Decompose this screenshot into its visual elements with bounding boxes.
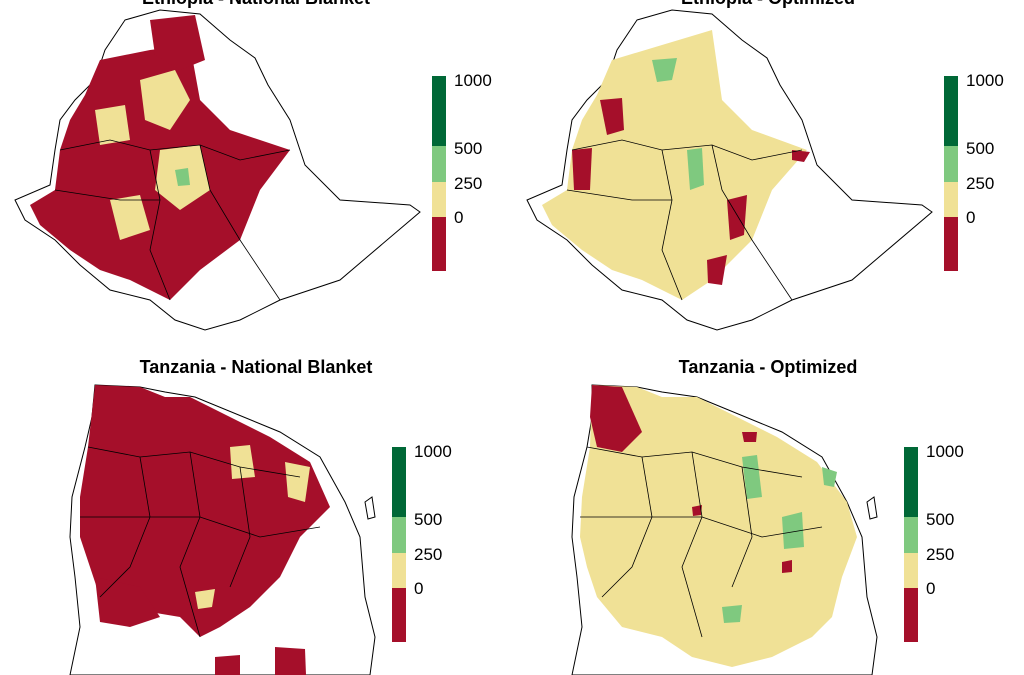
legend-swatch-high — [944, 76, 958, 146]
legend-tick-0: 0 — [966, 208, 976, 227]
legend-tick-1000: 1000 — [454, 71, 492, 90]
legend-tick-250: 250 — [966, 174, 995, 193]
legend-tick-0: 0 — [454, 208, 464, 227]
tanzania-map — [69, 384, 376, 675]
panel-ethiopia-national-blanket: Ethiopia - National Blanket 1000 500 250 — [0, 0, 512, 337]
ethiopia-map — [526, 9, 933, 331]
legend-swatch-negative — [392, 588, 406, 642]
legend-tick-0: 0 — [926, 579, 936, 598]
legend-tick-500: 500 — [966, 139, 995, 158]
legend-tick-1000: 1000 — [926, 442, 964, 461]
legend-tick-1000: 1000 — [966, 71, 1004, 90]
raster-fill — [580, 385, 857, 667]
raster-fill — [30, 15, 290, 300]
legend-swatch-low — [944, 182, 958, 217]
legend: 1000 500 250 0 — [944, 72, 1024, 286]
legend-swatch-low — [392, 553, 406, 588]
legend: 1000 500 250 0 — [392, 443, 512, 657]
legend-swatch-high — [904, 447, 918, 517]
panel-title: Ethiopia - National Blanket — [0, 0, 512, 9]
legend-tick-1000: 1000 — [414, 442, 452, 461]
region-borders — [80, 446, 321, 638]
legend-swatch-high — [392, 447, 406, 517]
panel-title: Ethiopia - Optimized — [512, 0, 1024, 9]
legend-tick-250: 250 — [926, 545, 955, 564]
legend-swatch-high — [432, 76, 446, 146]
legend-swatch-mid — [432, 146, 446, 182]
panel-title: Tanzania - National Blanket — [139, 357, 373, 377]
tanzania-map — [571, 384, 878, 675]
legend-swatch-mid — [904, 517, 918, 553]
legend-tick-500: 500 — [414, 510, 443, 529]
legend-tick-500: 500 — [454, 139, 483, 158]
legend-tick-500: 500 — [926, 510, 955, 529]
region-borders — [54, 139, 291, 301]
legend: 1000 500 250 0 — [432, 72, 512, 286]
legend-tick-250: 250 — [414, 545, 443, 564]
legend-tick-250: 250 — [454, 174, 483, 193]
panel-tanzania-optimized: Tanzania - Optimized 1000 — [512, 337, 1024, 675]
region-borders — [580, 446, 823, 638]
legend-swatch-negative — [904, 588, 918, 642]
raster-fill — [542, 30, 810, 300]
panel-tanzania-national-blanket: Tanzania - National Blanket 1000 50 — [0, 337, 512, 675]
legend-tick-0: 0 — [414, 579, 424, 598]
region-borders — [566, 139, 803, 301]
ethiopia-map — [14, 9, 421, 331]
legend-swatch-mid — [392, 517, 406, 553]
legend-swatch-low — [904, 553, 918, 588]
panel-ethiopia-optimized: Ethiopia - Optimized 1000 500 250 — [512, 0, 1024, 337]
legend-swatch-low — [432, 182, 446, 217]
legend-swatch-mid — [944, 146, 958, 182]
legend-swatch-negative — [432, 217, 446, 271]
panel-title: Tanzania - Optimized — [678, 357, 858, 377]
raster-fill — [80, 385, 330, 675]
legend: 1000 500 250 0 — [904, 443, 1024, 657]
legend-swatch-negative — [944, 217, 958, 271]
